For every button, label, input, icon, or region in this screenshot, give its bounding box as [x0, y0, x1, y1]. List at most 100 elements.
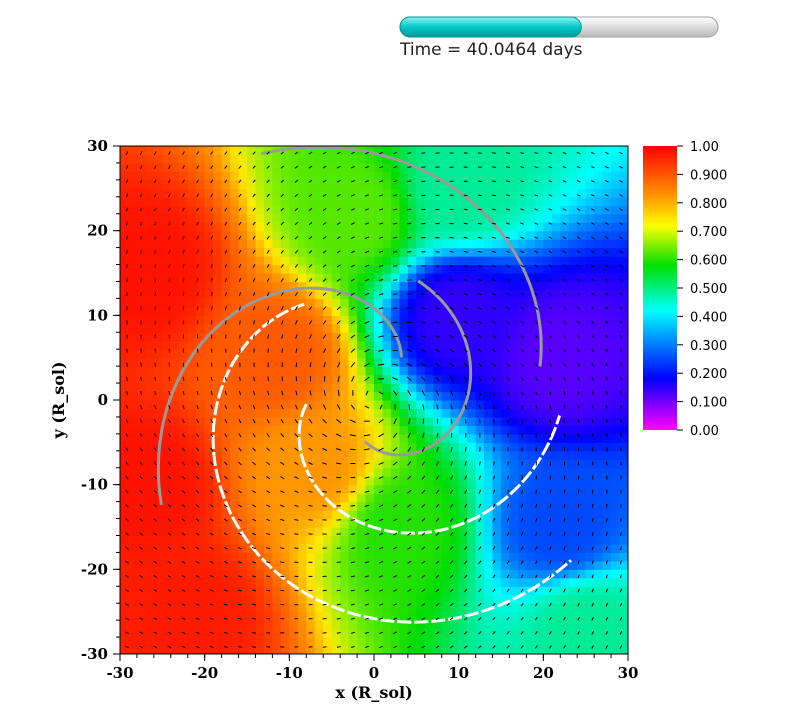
heatmap-cell [602, 484, 612, 494]
heatmap-cell [179, 188, 189, 198]
heatmap-cell [594, 637, 604, 647]
velocity-arrow [619, 306, 623, 311]
velocity-arrow [266, 193, 270, 198]
heatmap-cell [247, 459, 257, 469]
heatmap-cell [399, 247, 409, 257]
heatmap-cell [484, 535, 494, 545]
heatmap-cell [551, 450, 561, 460]
heatmap-cell [247, 645, 257, 654]
heatmap-cell [179, 408, 189, 418]
velocity-arrow [492, 560, 496, 565]
heatmap-cell [382, 501, 392, 511]
heatmap-cell [136, 281, 146, 291]
heatmap-cell [467, 450, 477, 460]
heatmap-cell [230, 543, 240, 553]
velocity-arrow [195, 490, 200, 494]
heatmap-cell [120, 222, 130, 232]
heatmap-cell [314, 577, 324, 587]
heatmap-cell [568, 162, 578, 172]
velocity-arrow [308, 447, 313, 452]
heatmap-cell [263, 527, 273, 537]
velocity-arrow [195, 603, 200, 606]
heatmap-cell [323, 467, 333, 477]
heatmap-cell [213, 366, 223, 376]
heatmap-cell [543, 552, 553, 562]
heatmap-cell [204, 450, 214, 460]
heatmap-cell [170, 154, 180, 164]
heatmap-cell [611, 213, 621, 223]
heatmap-cell [390, 256, 400, 266]
heatmap-cell [458, 230, 468, 240]
heatmap-cell [407, 391, 417, 401]
heatmap-cell [611, 340, 621, 350]
heatmap-cell [407, 543, 417, 553]
heatmap-cell [162, 154, 172, 164]
velocity-arrow [464, 588, 468, 593]
heatmap-cell [484, 239, 494, 249]
heatmap-cell [170, 306, 180, 316]
heatmap-cell [484, 569, 494, 579]
velocity-arrow [210, 221, 214, 226]
heatmap-cell [340, 374, 350, 384]
heatmap-cell [433, 281, 443, 291]
heatmap-cell [390, 146, 400, 156]
velocity-arrow [224, 419, 228, 424]
velocity-arrow [210, 278, 213, 283]
heatmap-cell [238, 620, 248, 630]
velocity-arrow [421, 390, 426, 396]
heatmap-cell [526, 179, 536, 189]
heatmap-cell [450, 273, 460, 283]
velocity-arrow [534, 264, 539, 268]
velocity-arrow [350, 334, 356, 339]
heatmap-cell [407, 493, 417, 503]
heatmap-cell [323, 357, 333, 367]
heatmap-cell [458, 171, 468, 181]
heatmap-cell [145, 459, 155, 469]
heatmap-cell [416, 146, 426, 156]
heatmap-cell [365, 603, 375, 613]
heatmap-cell [374, 645, 384, 654]
velocity-arrow [196, 235, 199, 240]
heatmap-cell [458, 298, 468, 308]
heatmap-cell [255, 256, 265, 266]
heatmap-cell [238, 450, 248, 460]
heatmap-cell [568, 400, 578, 410]
heatmap-cell [407, 637, 417, 647]
heatmap-cell [297, 501, 307, 511]
heatmap-cell [568, 391, 578, 401]
velocity-arrow [506, 236, 511, 239]
heatmap-cell [433, 213, 443, 223]
velocity-arrow [393, 208, 398, 211]
velocity-arrow [350, 519, 356, 521]
heatmap-cell [136, 577, 146, 587]
heatmap-cell [280, 264, 290, 274]
velocity-arrow [506, 645, 510, 649]
heatmap-cell [365, 433, 375, 443]
heatmap-cell [551, 442, 561, 452]
velocity-arrow [223, 646, 228, 648]
velocity-arrow [322, 462, 328, 465]
velocity-arrow [336, 617, 341, 620]
heatmap-cell [153, 637, 163, 647]
heatmap-cell [204, 230, 214, 240]
velocity-arrow [182, 419, 185, 424]
heatmap-cell [534, 569, 544, 579]
velocity-arrow [393, 166, 398, 169]
heatmap-cell [467, 442, 477, 452]
heatmap-cell [577, 628, 587, 638]
velocity-arrow [364, 264, 370, 268]
heatmap-cell [120, 442, 130, 452]
heatmap-cell [238, 315, 248, 325]
velocity-arrow [182, 193, 185, 198]
velocity-arrow [336, 179, 341, 183]
heatmap-cell [272, 510, 282, 520]
velocity-arrow [520, 560, 524, 565]
velocity-arrow [378, 307, 384, 310]
heatmap-cell [602, 425, 612, 435]
heatmap-cell [255, 383, 265, 393]
velocity-arrow [520, 616, 524, 621]
heatmap-cell [128, 239, 138, 249]
velocity-arrow [350, 575, 355, 578]
heatmap-cell [458, 213, 468, 223]
velocity-arrow [350, 561, 355, 564]
